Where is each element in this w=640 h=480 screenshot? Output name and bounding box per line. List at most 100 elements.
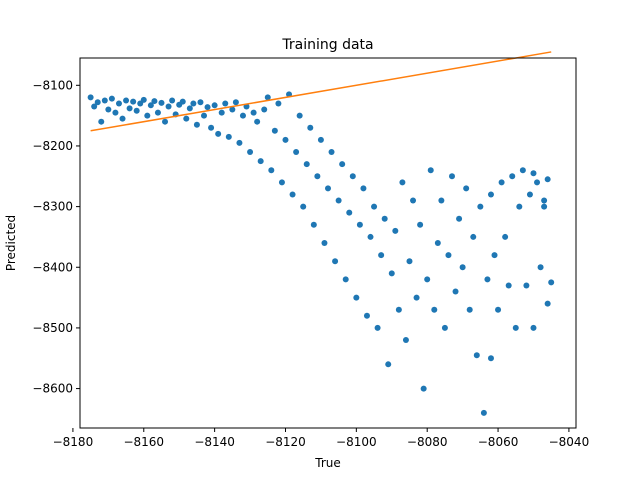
fit-line [90,51,552,132]
y-tick-label: −8200 [32,139,73,153]
y-axis-label: Predicted [4,215,18,271]
data-point [303,161,310,168]
data-point [271,127,278,134]
data-point [505,282,512,289]
data-point [133,107,140,114]
data-point [282,136,289,143]
data-point [509,173,516,180]
data-point [190,100,197,107]
data-point [144,112,151,119]
data-point [264,94,271,101]
data-point [115,100,122,107]
data-point [385,361,392,368]
data-point [91,103,98,110]
data-point [222,100,229,107]
x-tick-label: −8080 [407,435,448,449]
data-point [498,179,505,186]
data-point [363,312,370,319]
data-point [395,306,402,313]
data-point [236,139,243,146]
data-point [441,324,448,331]
data-point [388,270,395,277]
data-point [232,99,239,106]
data-point [544,176,551,183]
data-point [257,158,264,165]
data-point [310,221,317,228]
data-point [463,185,470,192]
data-point [108,95,115,102]
data-point [204,104,211,111]
data-point [470,233,477,240]
data-point [321,240,328,246]
y-tick-label: −8500 [32,321,73,335]
data-point [130,98,137,105]
data-point [360,185,367,192]
data-point [105,106,112,113]
data-point [491,252,498,259]
x-tick-label: −8180 [53,435,94,449]
data-point [94,99,101,106]
data-point [225,133,232,140]
data-point [410,197,417,204]
data-point [201,112,207,119]
data-point [371,203,378,210]
data-point [456,215,463,222]
data-point [247,149,254,156]
data-point [484,276,491,283]
y-tick-label: −8100 [32,78,73,92]
data-point [427,167,434,174]
x-tick-label: −8100 [336,435,377,449]
data-point [512,324,519,331]
data-point [378,252,385,259]
data-point [293,149,300,156]
data-point [374,324,381,331]
data-point [530,324,537,331]
data-point [208,124,215,131]
data-point [169,97,176,104]
data-point [126,105,133,112]
data-point [275,100,282,107]
data-point [487,355,494,362]
data-point [477,203,484,210]
data-point [526,191,533,198]
data-point [158,99,165,106]
data-point [339,161,346,168]
data-point [119,115,126,122]
data-point [413,294,420,301]
data-point [165,103,172,110]
y-tick-label: −8600 [32,382,73,396]
axes-frame [79,57,577,429]
data-point [519,167,526,174]
plot-area [87,51,555,416]
data-point [250,109,257,116]
data-point [193,121,200,128]
data-point [154,109,161,116]
data-point [537,264,544,271]
data-point [466,306,473,313]
data-point [487,191,494,198]
data-point [445,252,452,259]
data-point [162,118,169,125]
data-point [438,197,445,204]
data-point [197,99,204,106]
y-tick-label: −8300 [32,200,73,214]
data-point [325,185,331,192]
data-point [335,197,342,204]
data-point [147,102,154,109]
data-point [544,300,551,307]
data-point [353,294,360,301]
data-point [434,240,441,246]
data-point [530,170,537,177]
data-point [239,112,246,119]
data-point [278,179,285,186]
data-point [541,197,548,204]
data-point [420,385,427,392]
data-point [314,173,321,180]
data-point [317,136,324,143]
data-point [459,264,466,271]
data-point [211,102,218,109]
data-point [402,337,409,344]
data-point [179,98,186,105]
data-point [346,209,353,216]
